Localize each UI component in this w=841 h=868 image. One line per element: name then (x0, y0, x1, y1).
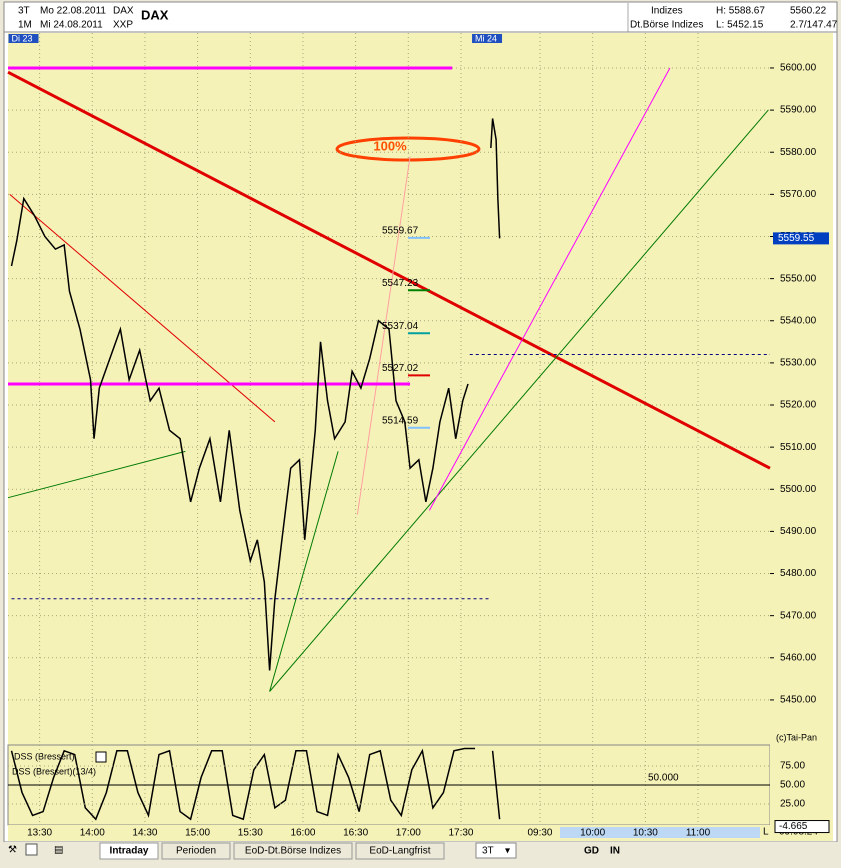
x-tick-label: 10:30 (633, 828, 658, 839)
y-tick-label: 5460.00 (780, 652, 817, 663)
y-tick-label: 5570.00 (780, 189, 817, 200)
last-value: -4.665 (779, 821, 808, 832)
x-tick-label: 16:00 (290, 828, 315, 839)
x-tick-label: 13:30 (27, 828, 52, 839)
tab-label[interactable]: EoD-Dt.Börse Indizes (245, 846, 341, 857)
last: 5560.22 (790, 6, 827, 17)
fib-label: 5559.67 (382, 226, 419, 237)
last-price-box (773, 232, 829, 245)
legend-entry: DSS (Bressert)(13/4) (12, 766, 96, 776)
index-group: Dt.Börse Indizes (630, 20, 703, 31)
high: H: 5588.67 (716, 6, 765, 17)
resolution: 1M (18, 20, 32, 31)
period-select[interactable] (475, 842, 517, 859)
y-tick-label: 5510.00 (780, 442, 817, 453)
y-tick-label: 5480.00 (780, 568, 817, 579)
y-tick-label: 50.00 (780, 780, 805, 791)
x-tick-label: 09:30 (527, 828, 552, 839)
drawn-line (356, 156, 411, 515)
y-tick-label: 5530.00 (780, 358, 817, 369)
y-tick-label: 5600.00 (780, 63, 817, 74)
date: Mi 24.08.2011 (40, 20, 103, 31)
period-select-text[interactable]: 3T (482, 846, 494, 857)
copyright: (c)Tai-Pan (776, 732, 817, 742)
status-mode: L (763, 827, 769, 838)
period: 3T (18, 6, 30, 17)
y-tick-label: 5500.00 (780, 484, 817, 495)
tab[interactable] (161, 842, 231, 860)
x-tick-label: 11:00 (686, 828, 711, 839)
drawn-line (269, 109, 769, 692)
annotation: 100% (373, 138, 407, 153)
date: Mo 22.08.2011 (40, 6, 106, 17)
plot-area (8, 33, 770, 745)
x-tick-label: 14:00 (80, 828, 105, 839)
add-button[interactable] (95, 751, 107, 763)
tab-label[interactable]: Intraday (110, 846, 149, 857)
tab[interactable] (99, 842, 159, 860)
in-button[interactable]: IN (610, 846, 620, 857)
drawn-line (269, 451, 339, 692)
fib-label: 5547.23 (382, 278, 419, 289)
x-tick-label: 16:30 (343, 828, 368, 839)
y-tick-label: 75.00 (780, 761, 805, 772)
low: L: 5452.15 (716, 20, 764, 31)
tab[interactable] (233, 842, 353, 860)
x-tick-label: 15:30 (238, 828, 263, 839)
y-tick-label: 5490.00 (780, 526, 817, 537)
x-tick-label: 10:00 (580, 828, 605, 839)
tab[interactable] (355, 842, 445, 860)
panel-title: DSS (Bressert) (14, 751, 75, 761)
price-line (10, 118, 501, 671)
y-tick-label: 5590.00 (780, 105, 817, 116)
x-tick-label: 14:30 (132, 828, 157, 839)
icon[interactable]: ▤ (54, 845, 63, 856)
gd-button[interactable]: GD (584, 846, 599, 857)
group: Indizes (651, 6, 683, 17)
fib-label: 5537.04 (382, 321, 419, 332)
y-tick-label: 5580.00 (780, 147, 817, 158)
axis-area (770, 33, 833, 825)
last-value-box (774, 820, 830, 834)
y-tick-label: 5550.00 (780, 273, 817, 284)
day-marker (8, 34, 39, 43)
tab-label[interactable]: EoD-Langfrist (369, 846, 430, 857)
x-tick-label: 17:30 (448, 828, 473, 839)
x-tick-label: 15:00 (185, 828, 210, 839)
x-tick-label: 17:00 (396, 828, 421, 839)
y-tick-label: 5450.00 (780, 695, 817, 706)
level-label: 50.000 (648, 773, 679, 784)
day-label: Di 23 (12, 33, 33, 43)
tab-label[interactable]: Perioden (176, 846, 216, 857)
scroll-bar[interactable] (560, 827, 760, 838)
y-tick-label: 5540.00 (780, 315, 817, 326)
fib-label: 5514.59 (382, 415, 419, 426)
code: XXP (113, 20, 133, 31)
fib-label: 5527.02 (382, 363, 419, 374)
drawn-line (7, 70, 771, 470)
y-tick-label: 5470.00 (780, 610, 817, 621)
drawn-line (428, 67, 671, 511)
icon[interactable] (25, 843, 38, 856)
change: 2.7/147.47 (790, 20, 838, 31)
y-tick-label: 5520.00 (780, 400, 817, 411)
tabs: Intraday Perioden EoD-Dt.Börse Indizes EoD-… (99, 842, 445, 860)
day-marker (472, 34, 503, 43)
dropdown-arrow[interactable]: ▾ (505, 846, 510, 857)
code: DAX (113, 6, 134, 17)
y-tick-label: 25.00 (780, 799, 805, 810)
last-price: 5559.55 (778, 233, 815, 244)
icon[interactable]: ⚒ (8, 845, 17, 856)
drawn-line (7, 450, 186, 499)
day-label: Mi 24 (475, 33, 497, 43)
chart-title: DAX (141, 7, 169, 22)
